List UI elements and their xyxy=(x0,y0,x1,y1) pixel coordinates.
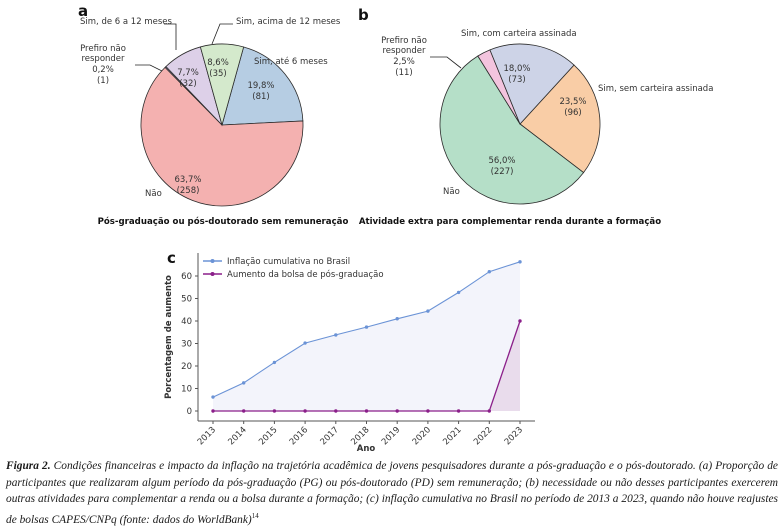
data-point xyxy=(456,290,461,295)
x-tick-label: 2016 xyxy=(288,425,310,447)
slice-count-label: (32) xyxy=(179,79,196,89)
slice-count-label: (227) xyxy=(491,167,514,177)
data-point xyxy=(426,409,430,413)
slice-count-label: (258) xyxy=(177,186,200,196)
x-tick-label: 2019 xyxy=(380,425,402,447)
slice-percent-label: 2,5% xyxy=(393,57,415,67)
slice-percent-label: 8,6% xyxy=(207,58,229,68)
slice-percent-label: 23,5% xyxy=(559,97,586,107)
data-point xyxy=(364,409,369,413)
slice-percent-label: 63,7% xyxy=(174,175,201,185)
pie-slice xyxy=(221,46,304,126)
slice-percent-label: 0,2% xyxy=(92,65,114,75)
pie-slice xyxy=(140,66,304,207)
series-area-fill xyxy=(213,261,520,411)
slice-count-label: (11) xyxy=(395,68,412,78)
pie-slice xyxy=(489,43,575,125)
data-point xyxy=(518,319,522,323)
data-point xyxy=(334,333,338,337)
slice-name-label: Sim, acima de 12 meses xyxy=(236,17,341,27)
y-tick-label: 10 xyxy=(181,385,192,395)
slice-name-label: responder xyxy=(81,54,125,64)
slice-percent-label: 7,7% xyxy=(177,68,199,78)
slice-count-label: (73) xyxy=(508,75,525,85)
data-point xyxy=(487,409,491,413)
slice-percent-label: 18,0% xyxy=(503,64,530,74)
x-tick-label: 2014 xyxy=(226,425,248,447)
slice-name-label: Sim, com carteira assinada xyxy=(461,29,577,39)
legend-entry-label: Inflação cumulativa no Brasil xyxy=(227,257,350,267)
caption-label: Figura 2. xyxy=(6,460,51,472)
y-axis-label: Porcentagem de aumento xyxy=(164,275,174,399)
pie-a-title: Pós-graduação ou pós-doutorado sem remun… xyxy=(98,216,349,227)
slice-count-label: (35) xyxy=(209,69,226,79)
caption-text: Condições financeiras e impacto da infla… xyxy=(6,460,778,526)
data-point xyxy=(334,409,338,413)
panel-a-letter: a xyxy=(78,2,88,20)
pie-chart-b: 23,5%(96) Sim, sem carteira assinada 56,0%… xyxy=(381,29,713,205)
data-point xyxy=(211,395,215,399)
data-point xyxy=(303,409,307,413)
data-point xyxy=(456,409,461,413)
legend-marker xyxy=(210,259,215,263)
x-tick-label: 2013 xyxy=(196,425,218,447)
caption-reference: 14 xyxy=(251,511,259,520)
data-point xyxy=(395,409,399,413)
x-tick-label: 2017 xyxy=(319,425,341,447)
pie-slice xyxy=(519,64,601,174)
y-tick-label: 20 xyxy=(181,362,192,372)
legend-entry-label: Aumento da bolsa de pós-graduação xyxy=(227,269,384,280)
data-point xyxy=(303,341,307,345)
leader-line xyxy=(211,23,233,45)
data-point xyxy=(364,325,369,329)
slice-percent-label: 56,0% xyxy=(488,156,515,166)
figure-canvas: a b c Pós-graduação ou pós-doutorado sem… xyxy=(78,2,713,454)
leader-line xyxy=(135,64,163,72)
panel-c-letter: c xyxy=(167,249,176,267)
chart-legend: Inflação cumulativa no Brasil Aumento da … xyxy=(203,257,384,280)
y-tick-label: 0 xyxy=(187,407,192,417)
data-point xyxy=(272,360,277,365)
slice-name-label: Sim, sem carteira assinada xyxy=(598,84,713,94)
leader-line xyxy=(430,56,462,69)
slice-name-label: Sim, de 6 a 12 meses xyxy=(80,17,172,27)
slice-name-label: Prefiro não xyxy=(80,44,126,54)
slice-name-label: Prefiro não xyxy=(381,36,427,46)
x-tick-label: 2021 xyxy=(441,425,463,447)
slice-name-label: Sim, até 6 meses xyxy=(254,56,328,67)
data-point xyxy=(487,270,491,274)
y-tick-label: 60 xyxy=(181,272,192,282)
x-tick-label: 2015 xyxy=(257,425,279,447)
y-tick-label: 50 xyxy=(181,295,192,305)
pie-slice xyxy=(199,43,245,127)
leader-line xyxy=(164,23,177,50)
slice-count-label: (81) xyxy=(252,92,269,102)
pie-b-title: Atividade extra para complementar renda … xyxy=(359,217,661,227)
y-tick-label: 30 xyxy=(181,340,192,350)
slice-name-label: Não xyxy=(145,189,162,199)
slice-name-label: Não xyxy=(443,187,460,197)
panel-b-letter: b xyxy=(358,6,369,24)
y-tick-label: 40 xyxy=(181,317,192,327)
data-point xyxy=(272,409,277,413)
figure-caption: Figura 2. Condições financeiras e impact… xyxy=(6,458,778,528)
slice-count-label: (1) xyxy=(97,76,109,86)
slice-name-label: responder xyxy=(382,46,426,56)
x-tick-label: 2022 xyxy=(472,425,494,447)
pie-slice xyxy=(439,55,585,205)
slice-percent-label: 19,8% xyxy=(247,81,274,91)
data-point xyxy=(518,260,522,264)
data-point xyxy=(242,409,246,413)
data-point xyxy=(242,381,246,385)
legend-marker xyxy=(210,272,215,276)
x-tick-label: 2023 xyxy=(503,425,525,447)
slice-count-label: (96) xyxy=(564,108,581,118)
x-tick-label: 2020 xyxy=(411,425,433,447)
data-point xyxy=(395,317,399,321)
x-axis-label: Ano xyxy=(357,444,376,454)
pie-chart-a: 19,8%(81) Sim, até 6 meses 63,7%(258) Não Pr… xyxy=(80,17,341,207)
data-point xyxy=(211,409,215,413)
data-point xyxy=(426,309,430,313)
